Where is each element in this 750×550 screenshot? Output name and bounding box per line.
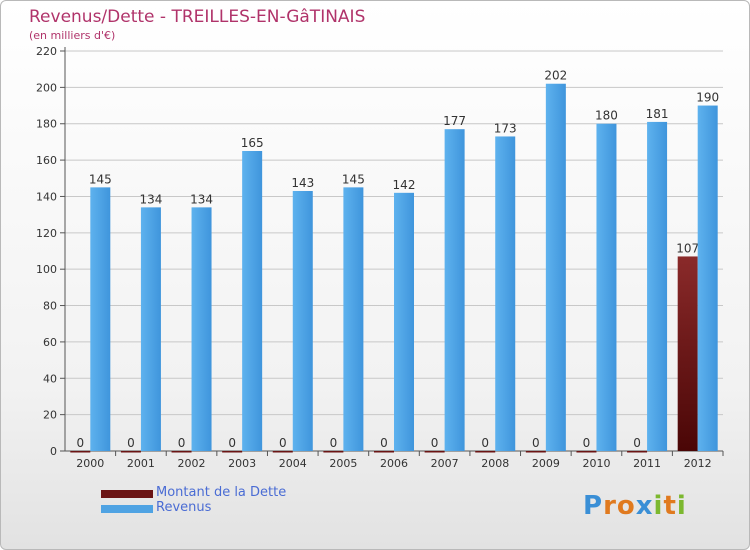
- x-tick-label: 2002: [178, 457, 206, 470]
- x-tick-label: 2012: [684, 457, 712, 470]
- data-label-dette: 0: [431, 436, 439, 450]
- bar-revenus: [242, 151, 263, 451]
- data-label-dette: 0: [279, 436, 287, 450]
- x-tick-label: 2003: [228, 457, 256, 470]
- bar-dette: [627, 451, 648, 453]
- data-label-revenus: 180: [595, 109, 618, 123]
- bar-dette: [576, 451, 597, 453]
- y-tick-label: 180: [36, 118, 57, 131]
- legend-swatch-revenus: [101, 505, 153, 513]
- y-tick-label: 100: [36, 263, 57, 276]
- bar-dette: [424, 451, 445, 453]
- bar-revenus: [343, 187, 364, 451]
- data-label-revenus: 202: [544, 69, 567, 83]
- bar-revenus: [191, 207, 212, 451]
- data-label-dette: 0: [532, 436, 540, 450]
- legend-swatch-dette: [101, 490, 153, 498]
- data-label-revenus: 145: [342, 172, 365, 186]
- y-tick-label: 20: [43, 409, 57, 422]
- bar-dette: [272, 451, 293, 453]
- x-tick-label: 2007: [431, 457, 459, 470]
- y-tick-label: 200: [36, 81, 57, 94]
- bar-revenus: [596, 123, 617, 452]
- y-tick-label: 220: [36, 45, 57, 58]
- data-label-revenus: 142: [393, 178, 416, 192]
- data-label-dette: 0: [330, 436, 338, 450]
- logo-letter: P: [583, 491, 604, 521]
- x-tick-label: 2009: [532, 457, 560, 470]
- data-label-dette: 0: [228, 436, 236, 450]
- bar-dette: [171, 451, 192, 453]
- proxiti-logo: Proxiti: [583, 491, 687, 521]
- y-tick-label: 120: [36, 227, 57, 240]
- bar-revenus: [394, 192, 414, 451]
- data-label-revenus: 181: [646, 107, 669, 121]
- y-tick-label: 0: [50, 445, 57, 458]
- x-tick-label: 2011: [633, 457, 661, 470]
- bar-revenus: [545, 83, 566, 452]
- bar-revenus: [647, 121, 668, 451]
- bar-dette: [525, 451, 546, 453]
- data-label-revenus: 145: [89, 172, 112, 186]
- data-label-revenus: 143: [291, 176, 314, 190]
- x-tick-label: 2004: [279, 457, 307, 470]
- y-tick-label: 160: [36, 154, 57, 167]
- data-label-revenus: 134: [190, 192, 213, 206]
- bar-revenus: [697, 105, 718, 451]
- chart-title: Revenus/Dette - TREILLES-EN-GâTINAIS: [29, 7, 366, 27]
- data-label-revenus: 190: [696, 91, 719, 105]
- bar-dette: [475, 451, 496, 453]
- data-label-dette: 107: [676, 241, 699, 255]
- data-label-dette: 0: [178, 436, 186, 450]
- data-label-dette: 0: [127, 436, 135, 450]
- bar-dette: [374, 451, 394, 453]
- x-tick-label: 2000: [76, 457, 104, 470]
- logo-letter: i: [676, 491, 687, 521]
- legend-label-dette: Montant de la Dette: [156, 485, 287, 500]
- data-label-dette: 0: [76, 436, 84, 450]
- legend-label-revenus: Revenus: [156, 500, 212, 515]
- bar-revenus: [444, 129, 465, 451]
- x-tick-label: 2006: [380, 457, 408, 470]
- chart-subtitle: (en milliers d'€): [29, 29, 116, 42]
- data-label-revenus: 177: [443, 114, 466, 128]
- x-tick-label: 2008: [481, 457, 509, 470]
- data-label-dette: 0: [380, 436, 388, 450]
- bar-revenus: [140, 207, 161, 451]
- bar-dette: [677, 256, 698, 451]
- x-tick-label: 2001: [127, 457, 155, 470]
- bar-dette: [222, 451, 243, 453]
- bar-dette: [323, 451, 344, 453]
- data-label-dette: 0: [583, 436, 591, 450]
- x-tick-label: 2005: [329, 457, 357, 470]
- data-label-dette: 0: [633, 436, 641, 450]
- x-tick-label: 2010: [582, 457, 610, 470]
- y-tick-label: 40: [43, 372, 57, 385]
- bar-revenus: [495, 136, 516, 452]
- logo-letter: r: [603, 491, 617, 521]
- data-label-revenus: 134: [139, 192, 162, 206]
- logo-letter: i: [653, 491, 664, 521]
- y-tick-label: 60: [43, 336, 57, 349]
- data-label-dette: 0: [481, 436, 489, 450]
- logo-letter: o: [616, 491, 636, 521]
- logo-letter: t: [663, 491, 677, 521]
- y-tick-label: 140: [36, 190, 57, 203]
- bar-revenus: [90, 187, 111, 451]
- bar-dette: [70, 451, 91, 453]
- y-tick-label: 80: [43, 300, 57, 313]
- data-label-revenus: 165: [241, 136, 264, 150]
- data-label-revenus: 173: [494, 121, 517, 135]
- bar-dette: [120, 451, 141, 453]
- logo-letter: x: [635, 491, 654, 521]
- bar-revenus: [292, 191, 313, 451]
